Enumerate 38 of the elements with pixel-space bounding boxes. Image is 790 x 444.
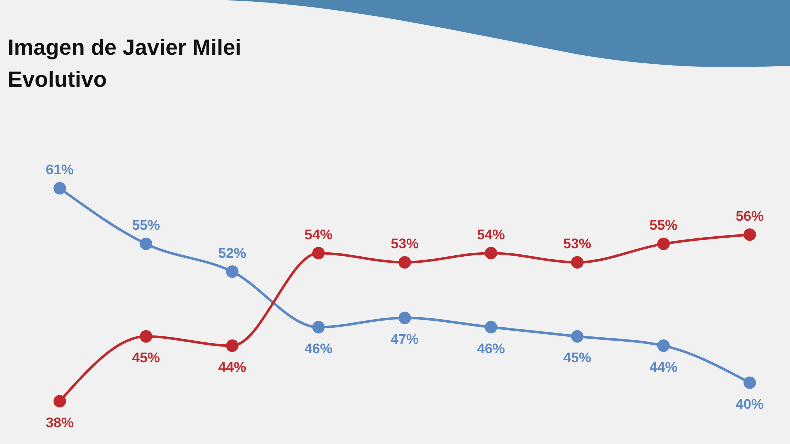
data-label: 46% <box>304 340 334 356</box>
data-label: 61% <box>46 162 75 178</box>
data-label: 44% <box>650 358 678 375</box>
data-label: 55% <box>650 217 678 234</box>
point <box>54 182 66 195</box>
chart-title: Imagen de Javier Milei <box>8 34 242 62</box>
point <box>571 330 584 343</box>
chart-subtitle: Evolutivo <box>8 66 108 94</box>
point <box>226 340 239 352</box>
point <box>54 395 66 408</box>
data-label: 44% <box>218 358 248 375</box>
data-label: 40% <box>736 396 765 412</box>
point <box>485 247 498 260</box>
data-label: 53% <box>390 236 420 252</box>
point <box>485 321 498 334</box>
point <box>398 312 412 324</box>
data-label: 45% <box>132 350 161 366</box>
point <box>312 321 325 334</box>
data-label: 47% <box>390 331 420 348</box>
data-label: 46% <box>477 340 506 356</box>
data-label: 55% <box>132 217 161 234</box>
point <box>398 256 412 269</box>
data-label: 53% <box>563 236 592 252</box>
point <box>658 238 670 250</box>
data-label: 45% <box>563 350 592 366</box>
point <box>658 340 670 352</box>
point <box>140 330 152 343</box>
point <box>226 266 239 278</box>
point <box>140 238 152 250</box>
data-label: 38% <box>46 414 75 430</box>
data-label: 54% <box>304 226 334 242</box>
point <box>571 256 584 269</box>
data-label: 56% <box>736 208 765 224</box>
data-label: 52% <box>218 244 248 261</box>
point <box>744 376 756 390</box>
point <box>312 247 325 260</box>
point <box>744 228 756 242</box>
data-label: 54% <box>477 226 506 242</box>
